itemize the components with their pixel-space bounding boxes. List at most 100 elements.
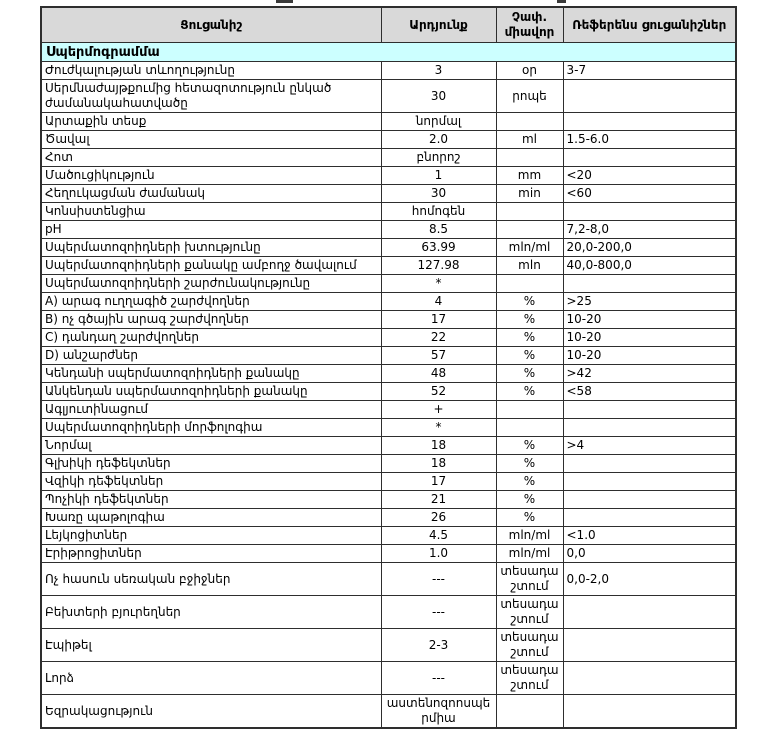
table-row: Եզրակացություն աստենոզոոսպերմիա — [40, 694, 737, 729]
section-title: Սպերմոգրամմա — [40, 42, 737, 62]
table-row: Սպերմատոզոիդների քանակը ամբողջ ծավալում … — [40, 256, 737, 275]
cell-indicator: C) դանդաղ շարժվողներ — [40, 328, 382, 347]
cell-unit: % — [495, 292, 564, 311]
table-row: Բեխտերի բյուրեղներ --- տեսադաշտում — [40, 595, 737, 629]
cell-indicator: Ժուժկալության տևողությունը — [40, 61, 382, 80]
cell-reference — [562, 274, 737, 293]
cell-unit — [495, 694, 564, 729]
table-row: Լեյկոցիտներ 4.5 mln/ml <1.0 — [40, 526, 737, 545]
cell-unit — [495, 112, 564, 131]
cell-indicator: Վզիկի դեֆեկտներ — [40, 472, 382, 491]
cell-reference — [562, 418, 737, 437]
cell-reference: 10-20 — [562, 328, 737, 347]
table-row: Ոչ հասուն սեռական բջիջներ --- տեսադաշտու… — [40, 562, 737, 596]
cell-unit: mln/ml — [495, 238, 564, 257]
cell-indicator: Անկենդան սպերմատոզոիդների քանակը — [40, 382, 382, 401]
cell-indicator: Սպերմատոզոիդների շարժունակությունը — [40, 274, 382, 293]
cell-reference — [562, 628, 737, 662]
cell-result: 26 — [380, 508, 497, 527]
table-body: Սպերմոգրամմա Ժուժկալության տևողությունը … — [40, 42, 737, 729]
cell-reference — [562, 454, 737, 473]
table-row: Պոչիկի դեֆեկտներ 21 % — [40, 490, 737, 509]
table-row: D) անշարժներ 57 % 10-20 — [40, 346, 737, 365]
cell-reference: 40,0-800,0 — [562, 256, 737, 275]
table-row: Վզիկի դեֆեկտներ 17 % — [40, 472, 737, 491]
table-header-row: Ցուցանիշ Արդյունք Չափ. միավոր Ռեֆերենս ց… — [40, 6, 737, 43]
cell-indicator: Կոնսիստենցիա — [40, 202, 382, 221]
cell-result: 3 — [380, 61, 497, 80]
cell-result: 127.98 — [380, 256, 497, 275]
table-row: C) դանդաղ շարժվողներ 22 % 10-20 — [40, 328, 737, 347]
cell-reference — [562, 508, 737, 527]
cell-reference: >4 — [562, 436, 737, 455]
cell-reference — [562, 202, 737, 221]
cell-unit — [495, 418, 564, 437]
cell-result: 48 — [380, 364, 497, 383]
cell-result: նորմալ — [380, 112, 497, 131]
cell-result: * — [380, 274, 497, 293]
table-row: Էպիթել 2-3 տեսադաշտում — [40, 628, 737, 662]
table-row: Սպերմատոզոիդների մորֆոլոգիա * — [40, 418, 737, 437]
cell-reference: >25 — [562, 292, 737, 311]
cell-unit: % — [495, 472, 564, 491]
cell-result: 2-3 — [380, 628, 497, 662]
cell-result: 17 — [380, 310, 497, 329]
cell-unit: % — [495, 454, 564, 473]
table-row: Սպերմատոզոիդների խտությունը 63.99 mln/ml… — [40, 238, 737, 257]
cell-unit: տեսադաշտում — [495, 628, 564, 662]
cell-indicator: Արտաքին տեսք — [40, 112, 382, 131]
column-header-unit: Չափ. միավոր — [495, 6, 564, 43]
cell-reference — [562, 694, 737, 729]
cell-result: 4.5 — [380, 526, 497, 545]
cell-indicator: Էպիթել — [40, 628, 382, 662]
section-header-row: Սպերմոգրամմա — [40, 42, 737, 62]
cell-reference: <20 — [562, 166, 737, 185]
cell-indicator: Կենդանի սպերմատոզոիդների քանակը — [40, 364, 382, 383]
table-row: B) ոչ գծային արագ շարժվողներ 17 % 10-20 — [40, 310, 737, 329]
cell-result: 21 — [380, 490, 497, 509]
cell-indicator: D) անշարժներ — [40, 346, 382, 365]
table-row: Ագլյուտինացում + — [40, 400, 737, 419]
cell-result: 17 — [380, 472, 497, 491]
table-row: Հեղուկացման ժամանակ 30 min <60 — [40, 184, 737, 203]
cell-reference — [562, 595, 737, 629]
cell-unit: տեսադաշտում — [495, 661, 564, 695]
cell-unit: mln — [495, 256, 564, 275]
cell-result: --- — [380, 562, 497, 596]
cell-result: + — [380, 400, 497, 419]
cell-reference: 7,2-8,0 — [562, 220, 737, 239]
cell-unit: տեսադաշտում — [495, 562, 564, 596]
cell-unit: օր — [495, 61, 564, 80]
cell-result: 30 — [380, 79, 497, 113]
cell-unit — [495, 220, 564, 239]
table-row: Կենդանի սպերմատոզոիդների քանակը 48 % >42 — [40, 364, 737, 383]
cell-reference: 20,0-200,0 — [562, 238, 737, 257]
cell-unit — [495, 148, 564, 167]
cell-reference: 1.5-6.0 — [562, 130, 737, 149]
table-row: Էրիթրոցիտներ 1.0 mln/ml 0,0 — [40, 544, 737, 563]
cell-indicator: Ագլյուտինացում — [40, 400, 382, 419]
cell-unit: mm — [495, 166, 564, 185]
table-row: A) արագ ուղղագիծ շարժվողներ 4 % >25 — [40, 292, 737, 311]
cell-result: բնորոշ — [380, 148, 497, 167]
cell-unit: % — [495, 436, 564, 455]
cell-unit: % — [495, 364, 564, 383]
cell-reference: 10-20 — [562, 346, 737, 365]
table-row: Սերմնաժայթքումից հետազոտություն ընկած ժա… — [40, 79, 737, 113]
cell-result: --- — [380, 595, 497, 629]
cell-indicator: Լորձ — [40, 661, 382, 695]
cell-reference: 3-7 — [562, 61, 737, 80]
table-row: Ծավալ 2.0 ml 1.5-6.0 — [40, 130, 737, 149]
cell-reference: <58 — [562, 382, 737, 401]
cell-result: 52 — [380, 382, 497, 401]
cropped-text-fragment — [557, 0, 566, 3]
cell-indicator: Ոչ հասուն սեռական բջիջներ — [40, 562, 382, 596]
cell-unit: % — [495, 310, 564, 329]
cell-reference — [562, 400, 737, 419]
cropped-text-fragment — [276, 0, 293, 3]
lab-results-table: Ցուցանիշ Արդյունք Չափ. միավոր Ռեֆերենս ց… — [40, 6, 737, 729]
cell-reference: 0,0 — [562, 544, 737, 563]
cell-unit: % — [495, 508, 564, 527]
cell-indicator: Նորմալ — [40, 436, 382, 455]
